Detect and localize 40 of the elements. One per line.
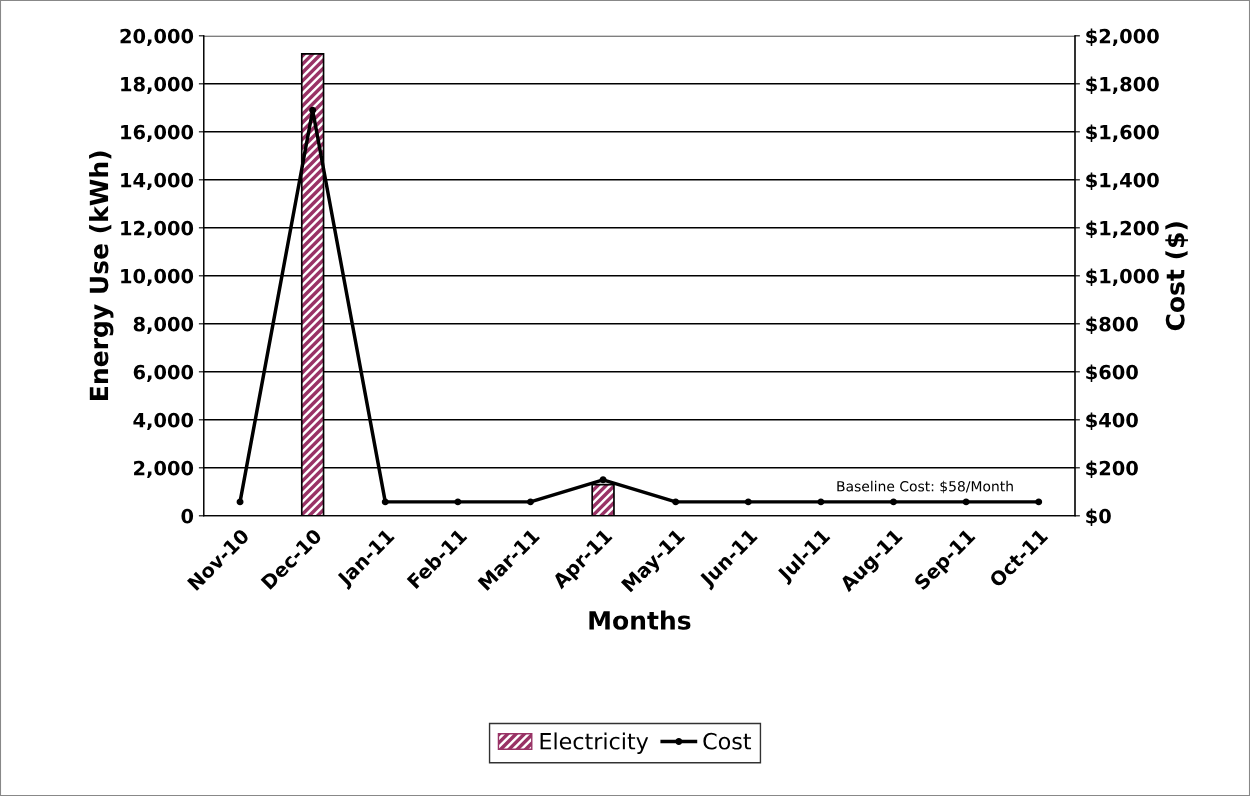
y-tick-label: 18,000 — [121, 76, 194, 94]
y-tick-label: 6,000 — [133, 364, 194, 382]
point — [454, 498, 462, 506]
y2-tick-label: $200 — [1086, 460, 1138, 479]
annotation: Baseline Cost: $58/Month — [837, 480, 1013, 494]
point — [672, 498, 680, 506]
point — [1035, 498, 1043, 506]
point — [599, 476, 607, 484]
y2-tick-label: $1,600 — [1086, 124, 1159, 143]
y-tick-label: 20,000 — [120, 28, 194, 46]
point — [309, 106, 317, 114]
y2-tick-label: $1,800 — [1086, 76, 1159, 95]
y-tick-label: 0 — [181, 508, 194, 524]
y2-tick-label: $1,200 — [1086, 220, 1159, 239]
y2-axis-title: Cost ($) — [1165, 222, 1188, 331]
y-tick-label: 4,000 — [133, 412, 194, 430]
point — [236, 498, 244, 506]
y2-tick-label: $1,400 — [1086, 172, 1159, 191]
y2-tick-label: $400 — [1086, 412, 1138, 431]
x-axis-title: Months — [589, 610, 691, 630]
y-tick-label: 12,000 — [121, 220, 194, 238]
y-tick-label: 16,000 — [121, 124, 194, 142]
y2-tick-label: $600 — [1086, 364, 1138, 383]
legend-label: Electricity — [540, 732, 649, 754]
y-tick-label: 14,000 — [121, 172, 194, 190]
y2-tick-label: $800 — [1086, 316, 1138, 335]
point — [817, 498, 825, 506]
point — [526, 498, 534, 506]
y2-tick-label: $0 — [1086, 508, 1111, 527]
point — [962, 498, 970, 506]
y-tick-label: 8,000 — [133, 316, 194, 334]
y-tick-label: 2,000 — [134, 460, 194, 478]
point — [744, 498, 752, 506]
y-tick-label: 10,000 — [121, 268, 194, 286]
y2-tick-label: $2,000 — [1086, 28, 1159, 47]
point — [890, 498, 897, 506]
y-axis-title: Energy Use (kWh) — [89, 151, 114, 400]
y2-tick-label: $1,000 — [1086, 268, 1159, 287]
legend-label: Cost — [703, 732, 752, 750]
point — [381, 498, 389, 506]
